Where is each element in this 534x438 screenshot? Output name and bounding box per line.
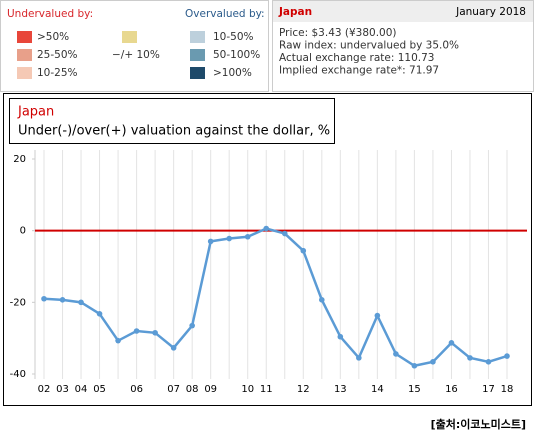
x-tick-label: 09	[204, 384, 217, 395]
info-line: Raw index: undervalued by 35.0%	[279, 40, 459, 52]
x-tick-label: 02	[38, 384, 51, 395]
x-tick-label: 07	[167, 384, 180, 395]
data-point	[152, 329, 158, 336]
data-point	[263, 225, 270, 232]
legend-swatch	[122, 31, 137, 43]
data-point	[467, 355, 473, 361]
legend-label: −/+ 10%	[112, 49, 160, 61]
data-point	[448, 340, 455, 346]
chart-title: Japan	[17, 105, 54, 120]
legend-swatch	[17, 67, 32, 79]
data-point	[337, 333, 344, 340]
data-point	[115, 337, 121, 344]
x-tick-label: 04	[75, 384, 88, 395]
x-tick-label: 17	[482, 384, 495, 395]
x-tick-label: 03	[56, 384, 69, 395]
legend-swatch	[190, 31, 205, 43]
data-point	[78, 299, 84, 306]
chart-frame	[3, 93, 532, 406]
y-tick-label: 0	[20, 226, 26, 237]
data-point	[189, 322, 195, 329]
x-tick-label: 10	[241, 384, 254, 395]
x-tick-label: 15	[408, 384, 421, 395]
data-point	[356, 355, 362, 361]
chart-subtitle: Under(-)/over(+) valuation against the d…	[18, 124, 330, 139]
info-header	[273, 1, 533, 22]
source: [출처:이코노미스트]	[431, 417, 526, 431]
info-line: Implied exchange rate*: 71.97	[279, 65, 439, 77]
legend-swatch	[17, 31, 32, 43]
data-point	[393, 351, 399, 357]
data-point	[226, 235, 232, 242]
legend-label: 10-50%	[213, 31, 254, 43]
undervalued-title: Undervalued by:	[7, 8, 93, 20]
data-point	[504, 353, 510, 359]
y-tick-label: -40	[10, 369, 26, 380]
legend-label: >50%	[37, 31, 69, 43]
x-tick-label: 11	[260, 384, 273, 395]
y-tick-label: 20	[13, 154, 26, 165]
x-tick-label: 05	[93, 384, 106, 395]
data-point	[41, 295, 47, 302]
x-tick-label: 18	[501, 384, 514, 395]
x-tick-label: 12	[297, 384, 310, 395]
data-point	[300, 247, 307, 254]
data-point	[281, 230, 288, 237]
x-tick-label: 08	[186, 384, 199, 395]
legend-label: 50-100%	[213, 49, 260, 61]
data-point	[485, 359, 492, 365]
series-line	[43, 227, 508, 368]
info-line: Actual exchange rate: 110.73	[279, 52, 434, 64]
info-line: Price: $3.43 (¥380.00)	[279, 27, 397, 39]
data-point	[133, 328, 140, 334]
data-point	[170, 345, 177, 351]
legend-swatch	[190, 67, 205, 79]
data-point	[207, 238, 214, 245]
y-tick-label: -20	[10, 297, 26, 308]
legend-label: 25-50%	[37, 49, 78, 61]
info-date: January 2018	[455, 6, 526, 18]
legend-panel	[0, 0, 269, 92]
title-box	[9, 98, 335, 144]
legend-swatch	[17, 49, 32, 61]
info-country: Japan	[278, 6, 312, 18]
x-tick-label: 14	[371, 384, 384, 395]
data-point	[59, 297, 66, 303]
x-tick-label: 06	[130, 384, 143, 395]
legend-swatch	[190, 49, 205, 61]
x-tick-label: 13	[334, 384, 347, 395]
legend-label: >100%	[213, 67, 252, 79]
overvalued-title: Overvalued by:	[185, 8, 265, 20]
data-point	[319, 297, 325, 303]
data-point	[411, 362, 418, 369]
x-tick-label: 16	[445, 384, 458, 395]
data-point	[244, 233, 251, 240]
data-point	[374, 312, 381, 319]
data-point	[430, 359, 436, 365]
legend-label: 10-25%	[37, 67, 78, 79]
data-point	[96, 311, 103, 317]
